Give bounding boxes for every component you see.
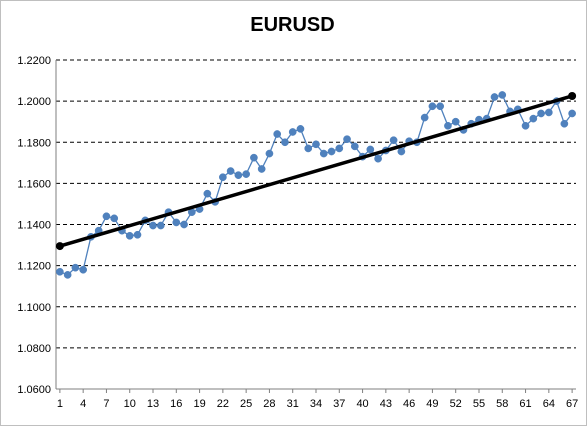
data-point (560, 119, 569, 128)
chart-title: EURUSD (250, 14, 335, 36)
data-point (250, 153, 258, 162)
trend-line (59, 94, 573, 248)
x-tick-label: 46 (403, 398, 415, 410)
y-tick-label: 1.1200 (17, 261, 51, 273)
x-tick-label: 52 (450, 398, 462, 410)
data-point (281, 138, 289, 147)
x-tick-label: 43 (380, 398, 392, 410)
data-point (226, 167, 235, 175)
data-point (304, 144, 313, 153)
data-point (389, 136, 398, 145)
data-point (156, 221, 165, 230)
y-tick-label: 1.2200 (17, 55, 51, 67)
data-point (242, 170, 250, 178)
data-point (343, 135, 351, 144)
data-point (265, 149, 274, 158)
x-tick-label: 4 (80, 398, 86, 410)
y-tick-label: 1.1800 (17, 137, 51, 149)
x-tick-label: 37 (333, 398, 345, 410)
x-tick-label: 10 (124, 398, 136, 410)
data-point (498, 91, 507, 99)
data-point (296, 125, 305, 133)
data-point (327, 147, 336, 156)
y-tick-label: 1.2000 (17, 96, 51, 108)
data-point (172, 218, 181, 227)
x-tick-label: 67 (566, 398, 578, 410)
y-tick-label: 1.1000 (17, 302, 51, 314)
data-point (568, 109, 576, 118)
data-point (529, 114, 538, 123)
data-point (451, 117, 460, 126)
data-point (180, 220, 188, 229)
data-point (397, 147, 406, 156)
x-tick-label: 7 (103, 398, 109, 410)
trend-start-point (55, 242, 64, 251)
data-point (366, 145, 375, 154)
x-tick-label: 22 (217, 398, 229, 410)
data-point (219, 173, 227, 182)
data-point (428, 102, 437, 111)
y-tick-label: 1.0800 (17, 343, 51, 355)
series-line (59, 94, 573, 276)
data-point (521, 121, 530, 130)
data-point (79, 265, 88, 274)
x-tick-label: 61 (519, 398, 531, 410)
x-tick-label: 49 (426, 398, 438, 410)
x-tick-label: 1 (57, 398, 63, 410)
x-tick-label: 16 (170, 398, 182, 410)
data-point (203, 189, 212, 198)
data-point (56, 267, 64, 276)
data-point (374, 154, 382, 163)
data-point (71, 263, 80, 272)
trend-end-point (568, 91, 577, 100)
x-tick-label: 28 (263, 398, 275, 410)
data-point (490, 93, 499, 101)
data-point (234, 171, 243, 179)
data-point (133, 230, 142, 239)
data-point (149, 221, 157, 230)
x-tick-label: 13 (147, 398, 159, 410)
data-point (63, 271, 72, 279)
x-tick-label: 34 (310, 398, 322, 410)
data-point (319, 149, 328, 158)
x-tick-label: 58 (496, 398, 508, 410)
data-point (273, 130, 282, 138)
y-tick-label: 1.0600 (17, 384, 51, 396)
data-point (436, 102, 445, 111)
data-point (312, 140, 320, 149)
data-point (544, 108, 553, 117)
data-point (288, 128, 297, 136)
data-point (350, 142, 359, 151)
x-tick-label: 25 (240, 398, 252, 410)
x-tick-label: 40 (356, 398, 368, 410)
y-tick-label: 1.1400 (17, 220, 51, 232)
data-point (125, 231, 134, 240)
data-point (335, 144, 344, 153)
data-point (444, 121, 452, 130)
x-tick-label: 31 (287, 398, 299, 410)
y-tick-label: 1.1600 (17, 178, 51, 190)
x-tick-label: 64 (543, 398, 555, 410)
data-point (537, 109, 545, 118)
data-point (110, 214, 119, 223)
x-tick-label: 19 (193, 398, 205, 410)
data-point (102, 212, 111, 221)
data-point (257, 165, 266, 173)
x-tick-label: 55 (473, 398, 485, 410)
data-point (420, 113, 429, 122)
